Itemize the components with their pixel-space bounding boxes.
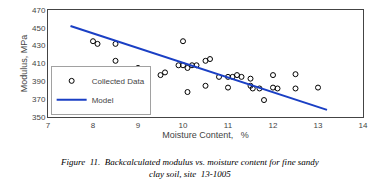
svg-text:clay soil, site 13-1005: clay soil, site 13-1005 — [149, 169, 231, 179]
svg-text:370: 370 — [32, 95, 46, 104]
svg-text:11: 11 — [224, 121, 233, 130]
svg-text:Modulus, MPa: Modulus, MPa — [19, 35, 29, 93]
svg-text:7: 7 — [46, 121, 51, 130]
svg-text:Collected Data: Collected Data — [92, 77, 145, 86]
svg-text:14: 14 — [359, 121, 368, 130]
svg-text:430: 430 — [32, 41, 46, 50]
svg-text:13: 13 — [314, 121, 323, 130]
svg-text:Figure 11. Backcalculated mo: Figure 11. Backcalculated modulus vs. mo… — [60, 157, 319, 167]
svg-text:410: 410 — [32, 59, 46, 68]
svg-text:8: 8 — [91, 121, 96, 130]
svg-text:Moisture Content, %: Moisture Content, % — [162, 130, 249, 140]
svg-text:470: 470 — [32, 6, 46, 15]
svg-text:390: 390 — [32, 77, 46, 86]
svg-text:12: 12 — [269, 121, 278, 130]
svg-text:450: 450 — [32, 24, 46, 33]
svg-text:9: 9 — [136, 121, 141, 130]
svg-text:10: 10 — [179, 121, 188, 130]
svg-text:350: 350 — [32, 113, 46, 122]
svg-text:Model: Model — [92, 96, 114, 105]
